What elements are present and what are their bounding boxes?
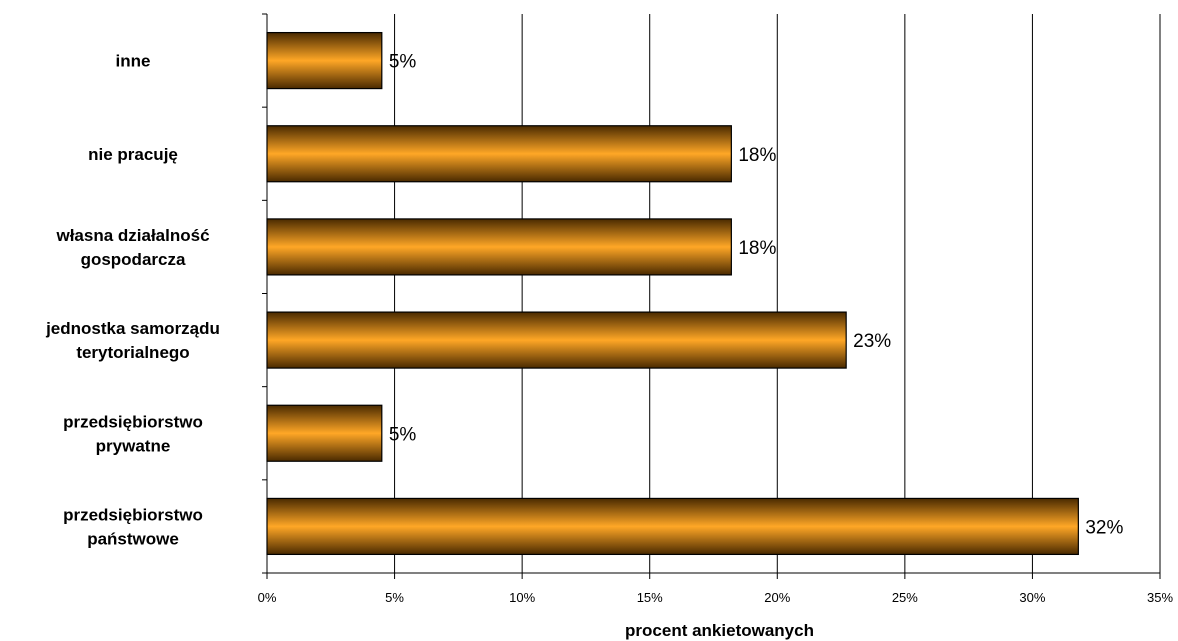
x-tick-label: 20% [764,590,790,605]
x-tick-label: 25% [892,590,918,605]
x-tick-label: 5% [385,590,404,605]
category-label: nie pracuję [88,145,178,164]
category-labels: przedsiębiorstwo państwowe przedsiębiorstw… [45,52,220,549]
data-label: 18% [738,238,776,259]
bar [266,31,383,90]
data-labels: 32% 5% 23% 18% 18% 5% [389,52,1124,539]
data-label: 18% [738,145,776,166]
bars [266,31,1079,556]
axes [262,13,1161,579]
x-tick-labels: 0% 5% 10% 15% 20% 25% 30% 35% [258,590,1174,605]
x-tick-label: 0% [258,590,277,605]
x-tick-label: 30% [1019,590,1045,605]
x-tick-label: 35% [1147,590,1173,605]
category-label: przedsiębiorstwo prywatne [63,412,203,455]
data-label: 32% [1085,517,1123,538]
x-axis-title: procent ankietowanych [625,621,814,640]
bar [266,497,1079,556]
category-label: inne [116,52,151,71]
x-tick-label: 10% [509,590,535,605]
x-tick-label: 15% [637,590,663,605]
category-label: przedsiębiorstwo państwowe [63,505,203,548]
bar [266,404,383,462]
category-label: jednostka samorządu terytorialnego [45,319,220,362]
data-label: 5% [389,52,417,73]
bar [266,218,732,276]
data-label: 23% [853,331,891,352]
bar [266,311,847,369]
gridlines [394,14,1161,573]
data-label: 5% [389,424,417,445]
bar [266,125,732,183]
category-label: własna działalność gospodarcza [55,226,209,269]
